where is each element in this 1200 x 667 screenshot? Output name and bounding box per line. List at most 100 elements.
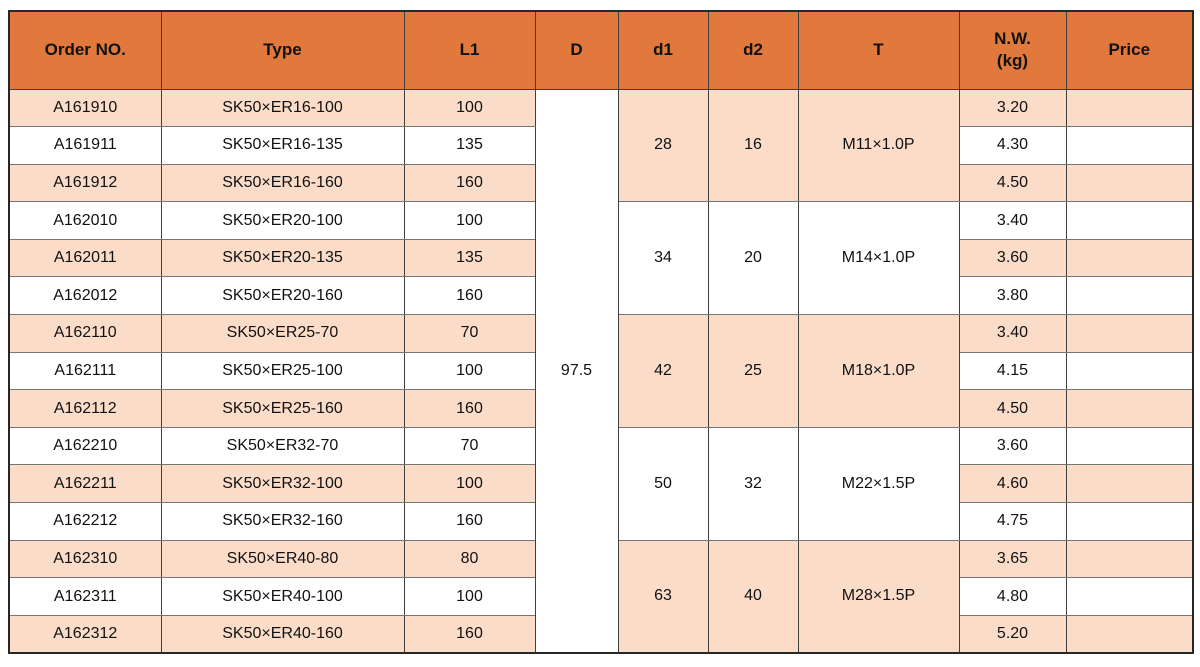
cell-l1: 70 bbox=[403, 314, 536, 353]
cell-price bbox=[1065, 201, 1194, 240]
table-row: A162110 SK50×ER25-70 70 42 25 M18×1.0P 3.40 bbox=[8, 314, 1194, 428]
cell-l1: 100 bbox=[403, 201, 536, 240]
cell-price bbox=[1065, 351, 1194, 391]
cell-l1: 70 bbox=[403, 426, 536, 466]
cell-nw: 4.15 bbox=[958, 351, 1067, 391]
cell-order: A162111 bbox=[8, 351, 162, 391]
cell-order: A162310 bbox=[8, 539, 162, 579]
cell-price bbox=[1065, 314, 1194, 353]
cell-nw: 3.60 bbox=[958, 238, 1067, 278]
cell-order: A161910 bbox=[8, 88, 162, 128]
table-row: A162212 SK50×ER32-160 160 4.75 bbox=[8, 502, 1194, 541]
cell-d1: 42 bbox=[617, 314, 709, 428]
cell-d1: 34 bbox=[617, 201, 709, 316]
cell-price bbox=[1065, 126, 1194, 165]
cell-type: SK50×ER32-160 bbox=[160, 502, 405, 541]
cell-order: A162010 bbox=[8, 201, 162, 240]
header-cell-d: D bbox=[534, 10, 619, 90]
cell-nw: 3.40 bbox=[958, 201, 1067, 240]
cell-type: SK50×ER16-100 bbox=[160, 88, 405, 128]
cell-t: M18×1.0P bbox=[797, 314, 960, 428]
cell-d1: 28 bbox=[617, 88, 709, 203]
cell-type: SK50×ER25-100 bbox=[160, 351, 405, 391]
cell-nw: 5.20 bbox=[958, 614, 1067, 654]
cell-price bbox=[1065, 163, 1194, 203]
cell-l1: 160 bbox=[403, 276, 536, 316]
table-header: Order NO. Type L1 D d1 d2 T N.W. (kg) Pr… bbox=[8, 10, 1194, 90]
cell-nw: 3.80 bbox=[958, 276, 1067, 316]
cell-order: A162012 bbox=[8, 276, 162, 316]
cell-nw: 4.30 bbox=[958, 126, 1067, 165]
cell-type: SK50×ER16-160 bbox=[160, 163, 405, 203]
cell-price bbox=[1065, 577, 1194, 616]
cell-l1: 135 bbox=[403, 126, 536, 165]
cell-t: M11×1.0P bbox=[797, 88, 960, 203]
cell-l1: 100 bbox=[403, 577, 536, 616]
cell-nw: 4.80 bbox=[958, 577, 1067, 616]
header-cell-price: Price bbox=[1065, 10, 1194, 90]
cell-type: SK50×ER25-160 bbox=[160, 389, 405, 428]
cell-order: A162110 bbox=[8, 314, 162, 353]
header-cell-t: T bbox=[797, 10, 960, 90]
cell-nw: 3.40 bbox=[958, 314, 1067, 353]
header-cell-type: Type bbox=[160, 10, 405, 90]
cell-d1: 63 bbox=[617, 539, 709, 654]
table-row: A162312 SK50×ER40-160 160 5.20 bbox=[8, 614, 1194, 654]
cell-d2: 25 bbox=[707, 314, 799, 428]
cell-d1: 50 bbox=[617, 426, 709, 541]
header-cell-d1: d1 bbox=[617, 10, 709, 90]
header-row: Order NO. Type L1 D d1 d2 T N.W. (kg) Pr… bbox=[8, 10, 1194, 90]
table-row: A162311 SK50×ER40-100 100 4.80 bbox=[8, 577, 1194, 616]
cell-price bbox=[1065, 426, 1194, 466]
table-row: A162210 SK50×ER32-70 70 50 32 M22×1.5P 3.60 bbox=[8, 426, 1194, 541]
cell-order: A162312 bbox=[8, 614, 162, 654]
cell-price bbox=[1065, 502, 1194, 541]
cell-d2: 32 bbox=[707, 426, 799, 541]
cell-nw: 3.60 bbox=[958, 426, 1067, 466]
cell-l1: 160 bbox=[403, 389, 536, 428]
cell-order: A161912 bbox=[8, 163, 162, 203]
cell-type: SK50×ER20-135 bbox=[160, 238, 405, 278]
table-row: A161912 SK50×ER16-160 160 4.50 bbox=[8, 163, 1194, 203]
table-body: A161910 SK50×ER16-100 100 97.5 28 16 M11×1.0P 3… bbox=[8, 88, 1194, 654]
cell-nw: 4.60 bbox=[958, 464, 1067, 504]
spec-table-container: Order NO. Type L1 D d1 d2 T N.W. (kg) Pr… bbox=[8, 10, 1194, 654]
cell-type: SK50×ER16-135 bbox=[160, 126, 405, 165]
cell-type: SK50×ER40-160 bbox=[160, 614, 405, 654]
cell-nw: 3.20 bbox=[958, 88, 1067, 128]
cell-d2: 16 bbox=[707, 88, 799, 203]
header-cell-order-no: Order NO. bbox=[8, 10, 162, 90]
header-cell-nw-kg: N.W. (kg) bbox=[958, 10, 1067, 90]
table-row: A162010 SK50×ER20-100 100 34 20 M14×1.0P 3.40 bbox=[8, 201, 1194, 316]
cell-t: M22×1.5P bbox=[797, 426, 960, 541]
cell-d2: 20 bbox=[707, 201, 799, 316]
cell-l1: 100 bbox=[403, 464, 536, 504]
cell-order: A162311 bbox=[8, 577, 162, 616]
table-row: A162011 SK50×ER20-135 135 3.60 bbox=[8, 238, 1194, 278]
cell-price bbox=[1065, 539, 1194, 579]
cell-l1: 160 bbox=[403, 502, 536, 541]
cell-order: A162112 bbox=[8, 389, 162, 428]
header-cell-d2: d2 bbox=[707, 10, 799, 90]
cell-type: SK50×ER20-100 bbox=[160, 201, 405, 240]
cell-order: A162212 bbox=[8, 502, 162, 541]
header-nw-line2: (kg) bbox=[996, 51, 1029, 71]
cell-type: SK50×ER25-70 bbox=[160, 314, 405, 353]
table-row: A161910 SK50×ER16-100 100 97.5 28 16 M11×1.0P 3… bbox=[8, 88, 1194, 654]
cell-type: SK50×ER20-160 bbox=[160, 276, 405, 316]
cell-l1: 135 bbox=[403, 238, 536, 278]
cell-l1: 80 bbox=[403, 539, 536, 579]
table-row: A161911 SK50×ER16-135 135 4.30 bbox=[8, 126, 1194, 165]
cell-type: SK50×ER40-80 bbox=[160, 539, 405, 579]
table-row: A162111 SK50×ER25-100 100 4.15 bbox=[8, 351, 1194, 391]
spec-table: Order NO. Type L1 D d1 d2 T N.W. (kg) Pr… bbox=[8, 10, 1194, 654]
cell-order: A162011 bbox=[8, 238, 162, 278]
header-cell-l1: L1 bbox=[403, 10, 536, 90]
cell-price bbox=[1065, 614, 1194, 654]
table-row: A162112 SK50×ER25-160 160 4.50 bbox=[8, 389, 1194, 428]
cell-price bbox=[1065, 389, 1194, 428]
cell-order: A162211 bbox=[8, 464, 162, 504]
cell-type: SK50×ER32-100 bbox=[160, 464, 405, 504]
cell-price bbox=[1065, 464, 1194, 504]
cell-l1: 160 bbox=[403, 163, 536, 203]
